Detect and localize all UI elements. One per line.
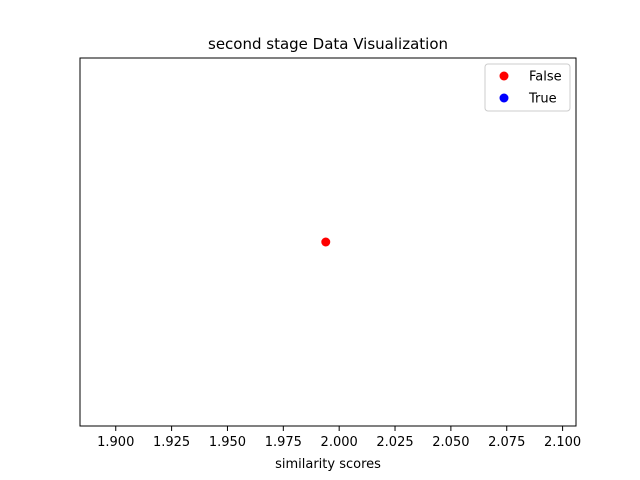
plot-frame [79,57,577,427]
chart-title: second stage Data Visualization [208,35,448,53]
scatter-point [321,237,331,247]
legend: False True [484,63,571,112]
points-layer [321,237,331,247]
plot-area [79,57,577,427]
x-tick-label: 1.900 [97,435,134,450]
x-tick-label: 1.925 [153,435,190,450]
legend-marker [499,93,509,103]
legend-label: False [529,70,562,85]
x-tick-label: 1.975 [265,435,302,450]
x-axis: 1.900 1.925 1.950 1.975 2.000 2.025 2.050 2.075… [97,426,581,450]
x-tick-label: 2.075 [488,435,525,450]
x-tick-label: 2.050 [432,435,469,450]
x-tick-label: 2.100 [544,435,581,450]
x-axis-title: similarity scores [275,457,381,472]
x-tick-label: 2.025 [376,435,413,450]
legend-marker [499,71,509,81]
legend-label: True [528,92,557,107]
x-tick-label: 1.950 [209,435,246,450]
x-tick-label: 2.000 [321,435,358,450]
